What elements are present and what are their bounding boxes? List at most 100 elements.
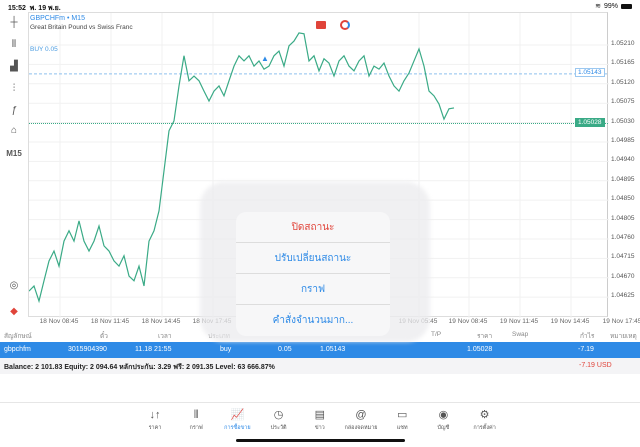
y-tick-label: 1.05210 [611,40,635,47]
home-indicator[interactable] [236,439,405,442]
candlestick-icon[interactable]: ⫴ [11,39,17,50]
col-comment: หมายเหตุ [610,333,637,340]
status-time: 15:52 พ. 19 พ.ย. [8,3,61,14]
chart-symbol[interactable]: GBPCHFm • M15 [30,15,85,22]
chart-icon: ⫴ [193,409,199,421]
price-line [29,32,455,304]
y-tick-label: 1.05030 [611,117,635,125]
timeframe-button[interactable]: M15 [6,149,22,158]
status-clock: 15:52 [8,5,26,12]
col-price: ราคา [477,333,493,340]
history-icon: ◷ [273,409,284,421]
y-tick-label: 1.04625 [611,292,635,300]
bulk-operations-item[interactable]: คำสั่งจำนวนมาก... [272,315,354,326]
tab-quotes[interactable]: ↓↑ ราคา [135,408,175,432]
x-tick-label: 19 Nov 17:45 [602,318,640,325]
trade-arrow-icon: ▲ [261,54,269,63]
account-icon: ◉ [438,409,449,421]
total-profit: -7.19 USD [579,362,612,369]
balance-row: Balance: 2 101.83 Equity: 2 094.64 หลักป… [0,358,640,374]
y-tick-label: 1.04670 [611,272,635,280]
function-icon[interactable]: ƒ [11,105,17,116]
position-action-menu: ปิดสถานะ ปรับเปลี่ยนสถานะ กราฟ คำสั่งจำน… [236,212,390,336]
col-profit: กำไร [580,333,595,340]
status-date: พ. 19 พ.ย. [29,5,61,12]
x-tick-label: 18 Nov 14:45 [141,318,181,325]
signal-icon[interactable] [340,20,350,30]
status-bar: 15:52 พ. 19 พ.ย. ≋ 99% [0,0,640,12]
crosshair-icon[interactable]: ┼ [10,17,18,28]
settings-sliders-icon[interactable]: ⫶ [12,83,16,94]
tab-label: การตั้งค่า [473,425,496,431]
app-logo-icon[interactable]: ◆ [10,306,18,317]
row-volume: 0.05 [278,346,292,353]
indicators-icon[interactable]: ▟ [10,61,18,72]
col-swap: Swap [512,331,529,338]
table-row[interactable]: gbpchfm 3015904390 11.18 21:55 buy 0.05 … [0,342,640,358]
close-position-item[interactable]: ปิดสถานะ [236,212,390,243]
row-profit: -7.19 [578,346,594,353]
chart-search-icon[interactable]: ◎ [9,280,19,291]
row-symbol: gbpchfm [4,346,31,353]
y-tick-label: 1.05120 [611,78,635,86]
objects-icon[interactable]: ⌂ [10,125,18,136]
one-click-trading-icon[interactable] [316,21,326,29]
tab-label: ข่าว [314,425,325,431]
tab-label: แชท [396,425,408,431]
row-type: buy [220,346,232,353]
x-tick-label: 18 Nov 08:45 [39,318,79,325]
y-tick-label: 1.04985 [611,136,635,144]
chart-description: Great Britain Pound vs Swiss Franc [30,24,133,31]
mailbox-icon: @ [355,409,367,421]
quotes-icon: ↓↑ [149,409,161,421]
tab-label: การซื้อขาย [224,425,251,431]
row-ticket: 3015904390 [68,346,107,353]
y-tick-label: 1.05165 [611,59,635,67]
news-icon: ▤ [314,409,325,421]
col-ticket: ตั๋ว [100,333,108,340]
buy-order-label: BUY 0.05 [30,46,58,53]
bottom-tab-bar: ↓↑ ราคา ⫴ กราฟ 📈 การซื้อขาย ◷ ประวัติ ▤ ข่าว @ กล่อ… [0,402,640,438]
tab-label: กราฟ [189,425,203,431]
price-chart[interactable]: ▲ [28,12,609,318]
battery-icon [621,3,632,9]
y-tick-label: 1.04760 [611,233,635,241]
chart-canvas: ▲ [29,13,609,318]
tab-account[interactable]: ◉ บัญชี [423,408,463,432]
y-tick-label: 1.04805 [611,214,635,222]
tab-mailbox[interactable]: @ กล่องจดหมาย [341,408,381,432]
tab-chat[interactable]: ▭ แชท [382,408,422,432]
open-price-badge: 1.05143 [575,68,605,78]
tab-settings[interactable]: ⚙ การตั้งค่า [465,408,505,432]
battery-percent: 99% [603,2,618,10]
x-tick-label: 19 Nov 11:45 [499,318,539,325]
tab-label: บัญชี [437,425,450,431]
chart-item[interactable]: กราฟ [236,274,390,305]
tab-label: ประวัติ [270,425,287,431]
modify-position-item[interactable]: ปรับเปลี่ยนสถานะ [236,243,390,274]
col-tp: T/P [431,331,442,338]
tab-news[interactable]: ▤ ข่าว [300,408,340,432]
col-symbol: สัญลักษณ์ [4,333,32,340]
status-battery: ≋ 99% [595,2,632,10]
tab-trade[interactable]: 📈 การซื้อขาย [217,408,257,432]
y-tick-label: 1.05075 [611,98,635,106]
tab-chart[interactable]: ⫴ กราฟ [176,408,216,432]
tab-label: กล่องจดหมาย [344,425,378,431]
row-time: 11.18 21:55 [135,346,172,353]
y-tick-label: 1.04940 [611,156,635,164]
wifi-icon: ≋ [595,3,601,10]
balance-summary: Balance: 2 101.83 Equity: 2 094.64 หลักป… [4,364,275,371]
price-axis: 1.05210 1.05165 1.05120 1.05075 1.05030 1.049… [575,12,640,317]
tab-label: ราคา [148,425,162,431]
y-tick-label: 1.04850 [611,195,635,203]
x-tick-label: 19 Nov 14:45 [550,318,590,325]
tab-history[interactable]: ◷ ประวัติ [259,408,299,432]
x-tick-label: 19 Nov 08:45 [448,318,488,325]
x-tick-label: 18 Nov 11:45 [90,318,130,325]
trade-icon: 📈 [230,409,245,421]
settings-icon: ⚙ [479,409,490,421]
chart-toolbar: ┼ ⫴ ▟ ⫶ ƒ ⌂ M15 ◎ ◆ [0,12,28,322]
y-tick-label: 1.04715 [611,253,635,261]
row-open-price: 1.05143 [320,346,346,353]
